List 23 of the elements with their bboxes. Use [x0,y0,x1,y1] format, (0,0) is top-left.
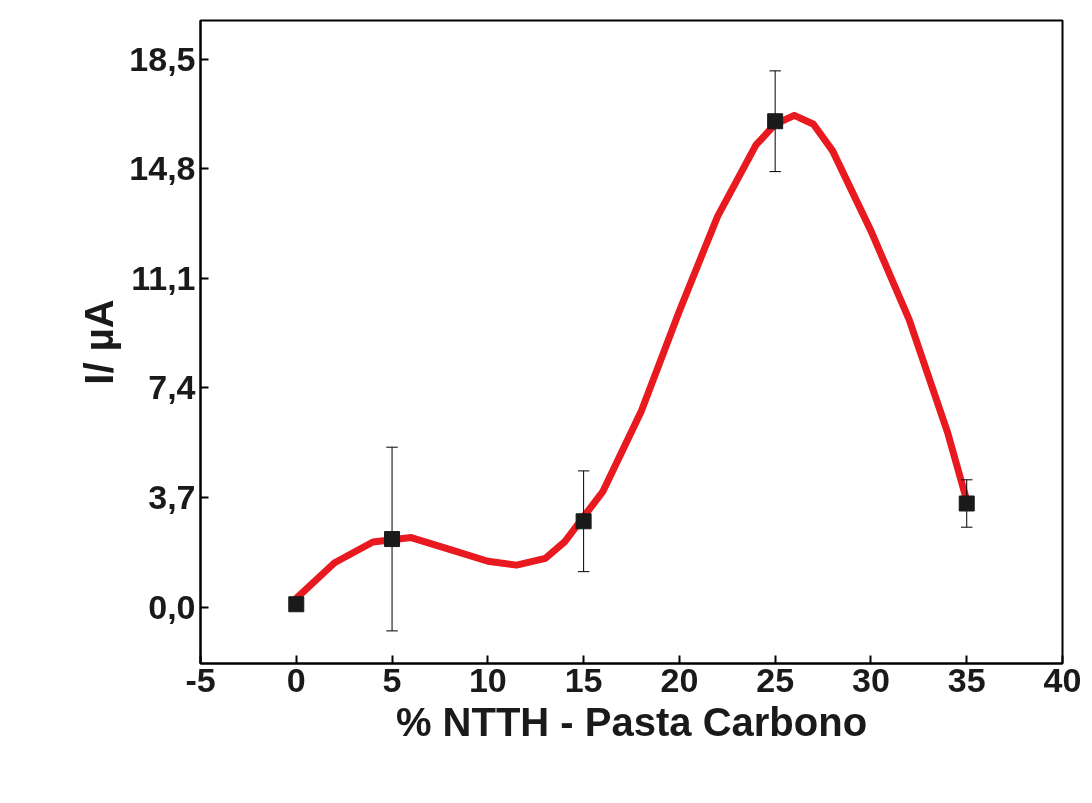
point [767,113,784,130]
y-tick-label: 0,0 [148,587,196,626]
x-tick-label: 40 [1043,660,1082,699]
x-tick-label: 0 [286,660,306,699]
x-tick-label: 5 [382,660,402,699]
x-tick-label: 35 [947,660,986,699]
point [384,531,401,548]
x-tick-label: 20 [660,660,699,699]
y-tick-label: 18,5 [129,39,196,78]
y-tick-label: 7,4 [148,368,196,407]
y-tick-label: 11,1 [131,258,196,297]
point [288,596,305,613]
point [958,495,975,512]
x-tick-label: 25 [756,660,795,699]
y-tick-label: 14,8 [129,149,196,188]
x-tick-label: -5 [185,660,216,699]
x-tick-label: 15 [564,660,603,699]
x-tick-label: 10 [468,660,507,699]
y-tick-label: 3,7 [148,478,196,517]
x-tick-label: 30 [852,660,890,699]
point [575,513,592,530]
y-axis-title: I/ µA [77,299,122,385]
x-axis-title: % NTTH - Pasta Carbono [395,699,868,744]
